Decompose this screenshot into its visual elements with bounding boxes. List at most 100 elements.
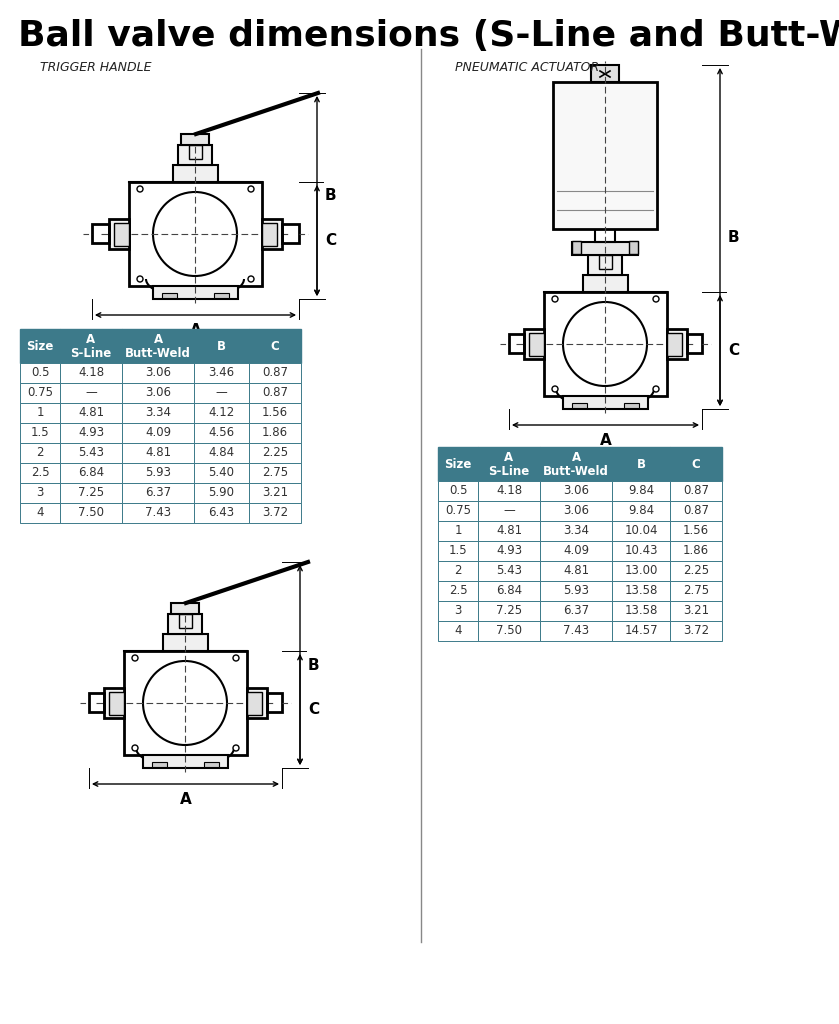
Bar <box>122 362 194 383</box>
Text: 1: 1 <box>454 524 461 538</box>
Bar <box>114 223 129 246</box>
Bar <box>20 362 60 383</box>
Bar <box>249 423 301 443</box>
Text: 9.84: 9.84 <box>628 484 654 498</box>
Text: 9.84: 9.84 <box>628 505 654 517</box>
Circle shape <box>273 223 277 227</box>
Bar <box>104 688 124 718</box>
Bar <box>122 443 194 463</box>
Text: 13.00: 13.00 <box>624 564 658 578</box>
Bar <box>60 503 122 523</box>
Text: B: B <box>637 458 645 470</box>
Bar <box>20 423 60 443</box>
Bar <box>60 403 122 423</box>
Bar <box>687 334 702 353</box>
Text: C: C <box>308 702 319 717</box>
Bar <box>540 561 612 581</box>
Bar <box>670 561 722 581</box>
Circle shape <box>552 296 558 302</box>
Bar <box>122 329 194 362</box>
Text: Ball valve dimensions (S-Line and Butt-Weld): Ball valve dimensions (S-Line and Butt-W… <box>18 19 839 53</box>
Bar <box>438 581 478 601</box>
Bar <box>438 541 478 561</box>
Bar <box>262 223 277 246</box>
Bar <box>612 601 670 621</box>
Text: 0.5: 0.5 <box>31 367 50 380</box>
Bar <box>60 383 122 403</box>
Bar <box>20 403 60 423</box>
Text: C: C <box>728 343 739 358</box>
Bar <box>249 329 301 362</box>
Bar <box>143 755 228 768</box>
Text: 1.86: 1.86 <box>262 427 288 439</box>
Bar <box>249 383 301 403</box>
Bar <box>544 292 667 396</box>
Text: 1.56: 1.56 <box>683 524 709 538</box>
Bar <box>60 362 122 383</box>
Bar <box>20 463 60 483</box>
Bar <box>92 224 109 243</box>
Bar <box>194 423 249 443</box>
Bar <box>214 293 229 298</box>
Bar <box>612 561 670 581</box>
Text: 3.34: 3.34 <box>145 407 171 420</box>
Bar <box>438 561 478 581</box>
Circle shape <box>552 386 558 392</box>
Circle shape <box>248 186 254 193</box>
Text: 4: 4 <box>36 507 44 519</box>
Bar <box>670 447 722 481</box>
Bar <box>612 447 670 481</box>
Bar <box>478 541 540 561</box>
Text: —: — <box>85 386 96 399</box>
Bar <box>249 483 301 503</box>
Circle shape <box>120 223 124 227</box>
Bar <box>122 503 194 523</box>
Text: 13.58: 13.58 <box>624 604 658 617</box>
Text: A: A <box>180 792 191 807</box>
Bar <box>249 503 301 523</box>
Text: 2.5: 2.5 <box>449 585 467 597</box>
Bar <box>20 503 60 523</box>
Bar <box>89 693 104 712</box>
Bar <box>262 219 282 249</box>
Bar <box>612 521 670 541</box>
Text: 3.34: 3.34 <box>563 524 589 538</box>
Circle shape <box>678 351 682 355</box>
Bar <box>20 483 60 503</box>
Bar <box>194 329 249 362</box>
Text: 13.58: 13.58 <box>624 585 658 597</box>
Bar <box>629 241 638 254</box>
Bar <box>179 614 192 628</box>
Text: S-Line: S-Line <box>70 347 112 360</box>
Bar <box>540 521 612 541</box>
Text: 4.81: 4.81 <box>145 446 171 460</box>
Text: C: C <box>691 458 701 470</box>
Bar <box>109 219 129 249</box>
Text: Butt-Weld: Butt-Weld <box>125 347 191 360</box>
Circle shape <box>653 296 659 302</box>
Text: 2.25: 2.25 <box>683 564 709 578</box>
Bar <box>540 541 612 561</box>
Text: S-Line: S-Line <box>488 465 529 478</box>
Bar <box>524 329 544 359</box>
Bar <box>194 362 249 383</box>
Text: 0.75: 0.75 <box>445 505 471 517</box>
Bar <box>509 334 524 353</box>
Text: B: B <box>308 657 320 673</box>
Text: Butt-Weld: Butt-Weld <box>543 465 609 478</box>
Circle shape <box>653 386 659 392</box>
Bar <box>129 182 262 286</box>
Text: 1.56: 1.56 <box>262 407 288 420</box>
Circle shape <box>273 241 277 245</box>
Text: 2.75: 2.75 <box>262 467 288 479</box>
Text: 0.75: 0.75 <box>27 386 53 399</box>
Text: 6.37: 6.37 <box>145 486 171 500</box>
Bar <box>171 603 199 614</box>
Bar <box>540 481 612 501</box>
Bar <box>670 621 722 641</box>
Text: 3.06: 3.06 <box>563 484 589 498</box>
Bar <box>247 688 267 718</box>
Text: 0.87: 0.87 <box>683 484 709 498</box>
Text: 4.18: 4.18 <box>78 367 104 380</box>
Bar <box>438 501 478 521</box>
